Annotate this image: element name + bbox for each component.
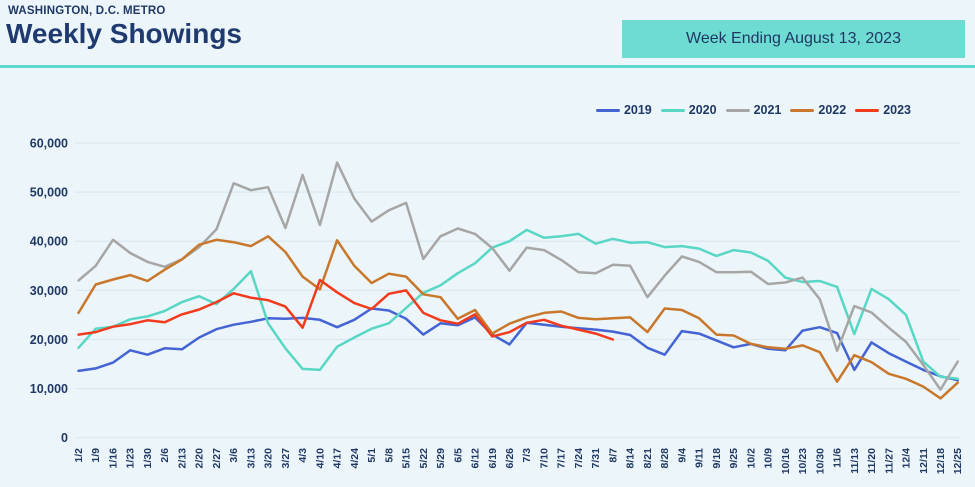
x-tick-label: 7/10 — [538, 448, 550, 469]
x-tick-label: 1/16 — [107, 448, 119, 469]
x-tick-label: 1/2 — [73, 448, 85, 463]
y-tick-label: 60,000 — [30, 137, 68, 151]
x-tick-label: 10/30 — [814, 448, 826, 474]
x-tick-label: 9/4 — [676, 448, 688, 463]
series-line-2021 — [77, 161, 959, 391]
legend-item-2019[interactable]: 2019 — [595, 103, 652, 117]
legend-swatch-2021 — [725, 108, 750, 112]
y-tick-label: 40,000 — [30, 235, 68, 249]
x-tick-label: 1/9 — [90, 448, 102, 463]
x-tick-label: 6/26 — [504, 448, 516, 469]
series-line-2019 — [77, 307, 959, 382]
x-tick-label: 10/23 — [797, 448, 809, 474]
legend-item-2020[interactable]: 2020 — [660, 103, 717, 117]
x-tick-label: 6/5 — [452, 448, 464, 463]
x-tick-label: 4/17 — [332, 448, 344, 469]
legend-item-2021[interactable]: 2021 — [725, 103, 782, 117]
week-ending-badge: Week Ending August 13, 2023 — [622, 20, 965, 58]
x-tick-label: 6/19 — [487, 448, 499, 469]
legend-label: 2023 — [883, 103, 911, 117]
x-tick-label: 8/28 — [659, 448, 671, 469]
x-tick-label: 12/11 — [918, 448, 930, 474]
x-tick-label: 11/20 — [866, 448, 878, 474]
legend-label: 2019 — [623, 103, 652, 117]
y-tick-label: 20,000 — [30, 333, 68, 347]
x-tick-label: 12/4 — [901, 448, 913, 469]
legend-label: 2022 — [818, 103, 847, 117]
x-tick-label: 1/23 — [125, 448, 137, 469]
x-tick-label: 10/16 — [780, 448, 792, 474]
x-tick-label: 12/25 — [952, 448, 964, 474]
page-title: Weekly Showings — [6, 18, 242, 49]
x-tick-label: 11/6 — [832, 448, 844, 468]
header-divider — [0, 65, 975, 68]
series-line-2023 — [77, 278, 615, 341]
legend-label: 2021 — [753, 103, 782, 117]
legend-item-2023[interactable]: 2023 — [855, 103, 911, 117]
x-tick-label: 5/22 — [418, 448, 430, 469]
x-tick-label: 9/11 — [694, 448, 706, 468]
x-tick-label: 10/2 — [745, 448, 757, 469]
x-tick-label: 5/1 — [366, 448, 378, 463]
x-tick-label: 7/24 — [573, 448, 585, 469]
series-line-2022 — [77, 235, 959, 400]
x-tick-label: 8/21 — [642, 448, 654, 469]
x-tick-label: 5/29 — [435, 448, 447, 469]
x-tick-label: 1/30 — [142, 448, 154, 469]
x-tick-label: 3/20 — [263, 448, 275, 469]
x-tick-label: 4/10 — [314, 448, 326, 469]
legend-swatch-2019 — [595, 108, 620, 112]
legend-item-2022[interactable]: 2022 — [790, 103, 846, 117]
x-tick-label: 3/13 — [245, 448, 257, 469]
legend-label: 2020 — [688, 103, 717, 117]
x-tick-label: 2/6 — [159, 448, 171, 463]
x-tick-label: 10/9 — [763, 448, 775, 469]
x-tick-label: 9/18 — [711, 448, 723, 469]
x-tick-label: 12/18 — [935, 448, 947, 474]
y-tick-label: 50,000 — [30, 186, 68, 200]
x-tick-label: 3/6 — [228, 448, 240, 463]
x-tick-label: 8/14 — [625, 448, 637, 469]
legend-swatch-2023 — [855, 108, 880, 112]
chart-legend: 2019 2020 2021 2022 2023 — [595, 103, 911, 117]
region-kicker: WASHINGTON, D.C. METRO — [8, 5, 166, 17]
x-tick-label: 2/20 — [194, 448, 206, 469]
y-tick-label: 10,000 — [30, 382, 68, 396]
x-tick-label: 7/3 — [521, 448, 533, 463]
x-tick-label: 7/31 — [590, 448, 602, 469]
x-tick-label: 3/27 — [280, 448, 292, 469]
x-tick-label: 8/7 — [607, 448, 619, 463]
x-tick-label: 6/12 — [470, 448, 482, 469]
x-tick-label: 11/27 — [883, 448, 895, 474]
x-tick-label: 7/17 — [556, 448, 568, 469]
y-tick-label: 30,000 — [30, 284, 68, 298]
x-tick-label: 4/3 — [297, 448, 309, 463]
x-tick-label: 2/13 — [176, 448, 188, 469]
legend-swatch-2020 — [660, 108, 685, 112]
x-tick-label: 4/24 — [349, 448, 361, 469]
x-tick-label: 5/15 — [401, 448, 413, 469]
week-ending-label: Week Ending August 13, 2023 — [686, 30, 901, 47]
x-tick-label: 2/27 — [211, 448, 223, 469]
x-tick-label: 11/13 — [849, 448, 861, 474]
x-tick-label: 9/25 — [728, 448, 740, 469]
y-tick-label: 0 — [61, 431, 68, 445]
x-tick-label: 5/8 — [383, 448, 395, 463]
legend-swatch-2022 — [790, 108, 815, 112]
